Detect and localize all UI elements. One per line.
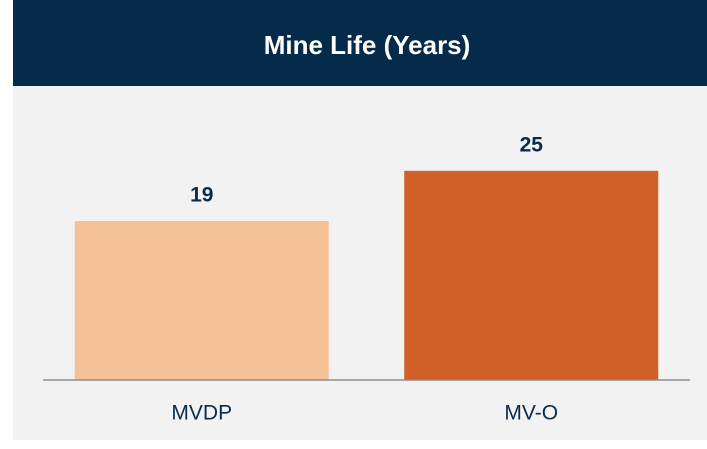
x-tick-label: MV-O xyxy=(504,402,558,425)
chart-title: Mine Life (Years) xyxy=(264,30,471,60)
x-tick-label: MVDP xyxy=(171,402,232,425)
title-banner xyxy=(13,0,707,86)
bar xyxy=(404,170,659,380)
value-label: 19 xyxy=(190,184,213,207)
bar xyxy=(74,221,329,380)
value-label: 25 xyxy=(520,133,544,156)
